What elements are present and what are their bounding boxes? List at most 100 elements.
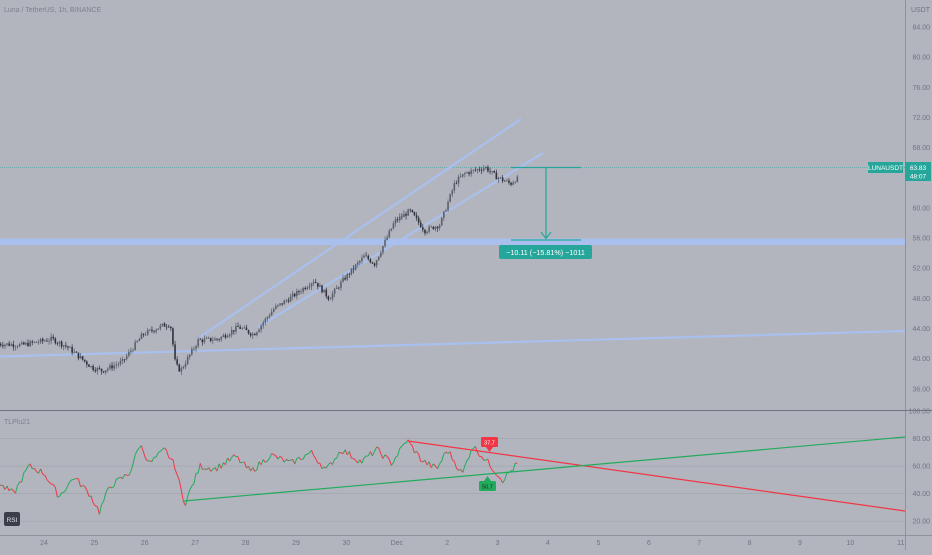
candle-body [439,225,441,228]
candle-body [290,297,292,302]
candle-body [67,346,69,347]
time-tick-label: 24 [40,540,48,547]
time-tick-label: 28 [242,540,250,547]
candle-body [500,177,502,178]
candle-body [340,282,342,288]
candle-body [48,341,50,342]
candle-body [414,212,416,215]
candle-body [160,325,162,328]
currency-label: USDT [911,7,931,14]
candle-body [128,352,130,356]
time-tick-label: 25 [91,540,99,547]
candle-body [510,183,512,185]
price-tick-label: 56.00 [912,236,930,243]
candle-body [328,296,330,299]
candle-body [397,219,399,220]
candle-body [498,178,500,179]
candle-body [296,291,298,296]
candle-body [38,342,40,343]
candle-body [246,328,248,330]
candle-body [384,240,386,246]
time-tick-label: 9 [798,540,802,547]
candle-body [216,339,218,340]
candle-body [176,359,178,364]
candle-body [149,330,151,331]
symbol-title: Luna / TetherUS, 1h, BINANCE [4,7,101,14]
rsi-line-segment [339,452,341,453]
candle-body [292,294,294,297]
candle-body [80,356,82,358]
candle-body [447,202,449,211]
candle-body [470,170,472,174]
candle-body [185,364,187,367]
candle-body [420,223,422,228]
rsi-button[interactable]: RSI [4,512,20,526]
rsi-line-segment [57,496,59,497]
candle-body [273,309,275,312]
candle-body [363,256,365,258]
candle-body [65,345,67,346]
candle-body [237,326,239,327]
candle-body [136,341,138,342]
candle-body [464,173,466,174]
candle-body [300,292,302,293]
price-tick-label: 72.00 [912,115,930,122]
candle-body [147,330,149,335]
candle-body [170,327,172,328]
candle-body [166,327,168,328]
rsi-tick-label: 20.00 [912,519,930,526]
candle-body [433,227,435,230]
candle-body [13,344,15,347]
time-tick-label: 7 [697,540,701,547]
candle-body [76,352,78,353]
candle-body [94,370,96,371]
candle-body [214,339,216,341]
candle-body [456,183,458,184]
candle-body [405,214,407,216]
candle-body [365,256,367,257]
candle-body [317,283,319,287]
candle-body [235,326,237,332]
candle-body [19,344,21,346]
candle-body [430,227,432,228]
candle-body [248,330,250,333]
candle-body [21,343,23,345]
candle-body [241,328,243,329]
candle-body [204,339,206,342]
candle-body [378,257,380,261]
candle-body [267,317,269,319]
price-tick-label: 48.00 [912,296,930,303]
price-tick-label: 68.00 [912,145,930,152]
price-tick-label: 80.00 [912,55,930,62]
candle-body [487,167,489,171]
candle-body [233,330,235,331]
candle-body [462,174,464,176]
support-zone[interactable] [0,239,905,246]
countdown: 48:07 [910,174,927,181]
candle-body [206,338,208,339]
time-tick-label: 2 [445,540,449,547]
candle-body [155,330,157,332]
time-tick-label: 27 [191,540,199,547]
candle-body [334,289,336,294]
price-tick-label: 36.00 [912,386,930,393]
candle-body [220,337,222,340]
candle-body [151,330,153,331]
candle-body [302,288,304,292]
rsi-tick-label: 100.00 [909,409,931,416]
candle-body [342,278,344,282]
rsi-line-segment [51,484,53,485]
candle-body [485,167,487,168]
candle-body [460,176,462,177]
candle-body [258,330,260,333]
candle-body [71,347,73,353]
candle-body [330,299,332,300]
candle-body [407,210,409,216]
candle-body [294,294,296,296]
candle-body [40,339,42,342]
candle-body [141,334,143,339]
time-tick-label: 29 [292,540,300,547]
rsi-indicator-label: TLPlu21 [4,419,30,426]
candle-body [283,301,285,305]
